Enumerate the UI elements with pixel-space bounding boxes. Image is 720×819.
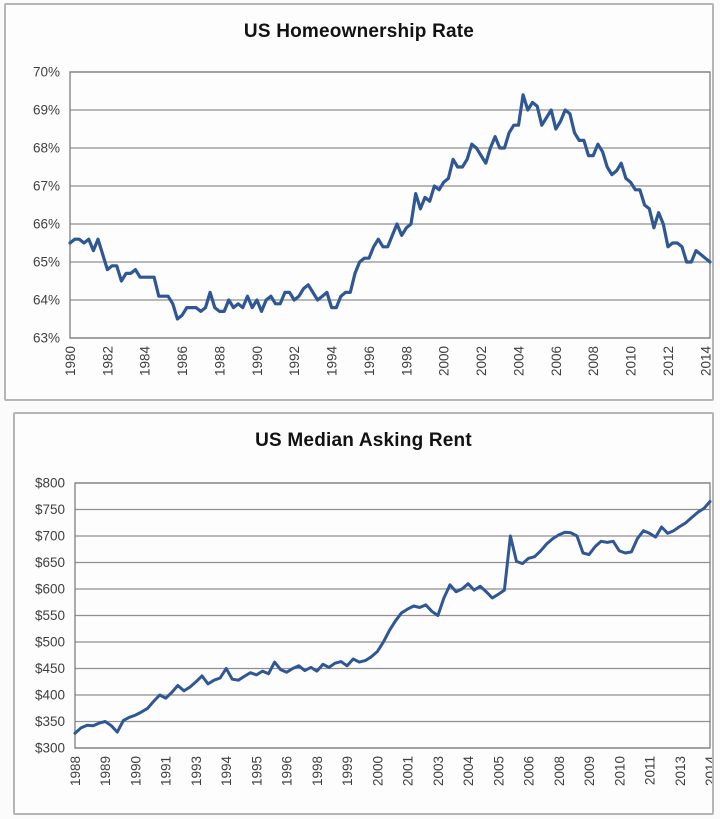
homeownership-chart-title: US Homeownership Rate (243, 21, 475, 42)
y-tick-label: $350 (35, 714, 65, 729)
x-tick-label: 1994 (219, 756, 234, 787)
x-tick-label: 2010 (612, 756, 627, 786)
x-tick-label: 1996 (280, 756, 295, 786)
x-tick-label: 1998 (399, 346, 414, 376)
median-asking-rent-line-chart: $800 $750 $700 $650 $600 $550 $500 $450 $400 $350… (35, 476, 712, 787)
x-tick-label: 1982 (100, 346, 115, 376)
x-tick-label: 2006 (522, 756, 537, 786)
x-tick-label: 2000 (370, 756, 385, 786)
y-tick-label: 63% (33, 331, 60, 346)
x-tick-label: 1988 (68, 756, 83, 786)
x-tick-label: 2004 (512, 346, 527, 377)
x-tick-label: 2000 (437, 346, 452, 376)
y-tick-label: $450 (35, 661, 65, 676)
homeownership-line-chart: 70% 69% 68% 67% 66% 65% 64% 63%1980 1982 1984 1986… (33, 65, 712, 377)
y-tick-label: $500 (35, 635, 65, 650)
y-tick-label: 70% (33, 65, 60, 80)
x-tick-label: 2014 (698, 346, 712, 377)
y-tick-label: $600 (35, 582, 65, 597)
x-tick-label: 2006 (549, 346, 564, 376)
x-tick-label: 1999 (340, 756, 355, 786)
homeownership-chart-panel: US Homeownership Rate 70% 69% 68% 67% 66% 65%… (4, 3, 714, 401)
x-tick-label: 2013 (673, 756, 688, 786)
x-tick-label: 1990 (129, 756, 144, 786)
x-tick-label: 1991 (159, 756, 174, 786)
x-tick-label: 2001 (401, 756, 416, 786)
x-tick-label: 1980 (63, 346, 78, 376)
x-tick-label: 2011 (643, 756, 658, 785)
x-tick-label: 1996 (362, 346, 377, 376)
x-tick-label: 2009 (582, 756, 597, 786)
median-asking-rent-chart-title: US Median Asking Rent (255, 430, 472, 451)
x-tick-label: 2008 (586, 346, 601, 376)
x-tick-label: 2002 (474, 346, 489, 376)
y-tick-label: $650 (35, 555, 65, 570)
y-tick-label: $700 (35, 529, 65, 544)
y-tick-label: $750 (35, 502, 65, 517)
x-tick-label: 2003 (431, 756, 446, 786)
x-tick-label: 1986 (175, 346, 190, 376)
x-tick-label: 1992 (287, 346, 302, 376)
data-series-line (68, 93, 712, 321)
x-tick-label: 1990 (250, 346, 265, 376)
plot-border (69, 71, 711, 339)
x-tick-label: 1995 (249, 756, 264, 786)
y-tick-label: 69% (33, 103, 60, 118)
x-tick-label: 2004 (461, 756, 476, 787)
x-tick-label: 2010 (624, 346, 639, 376)
y-tick-label: 65% (33, 255, 60, 270)
plot-border (74, 482, 711, 749)
x-tick-label: 2005 (491, 756, 506, 786)
y-tick-label: $400 (35, 688, 65, 703)
data-series-line (73, 500, 712, 735)
y-tick-label: 68% (33, 141, 60, 156)
x-tick-label: 1989 (98, 756, 113, 786)
y-tick-label: $800 (35, 476, 65, 491)
y-tick-label: 66% (33, 217, 60, 232)
x-tick-label: 1993 (189, 756, 204, 786)
x-tick-label: 1994 (325, 346, 340, 377)
y-tick-label: 64% (33, 293, 60, 308)
median-asking-rent-chart-panel: US Median Asking Rent $800 $750 $700 $650 $6… (13, 412, 714, 815)
x-tick-label: 2012 (661, 346, 676, 376)
x-tick-label: 1988 (213, 346, 228, 376)
y-tick-label: $300 (35, 741, 65, 756)
y-tick-label: $550 (35, 608, 65, 623)
x-tick-label: 2008 (552, 756, 567, 786)
y-tick-label: 67% (33, 179, 60, 194)
x-tick-label: 1984 (138, 346, 153, 377)
x-tick-label: 1998 (310, 756, 325, 786)
x-tick-label: 2014 (703, 756, 712, 787)
